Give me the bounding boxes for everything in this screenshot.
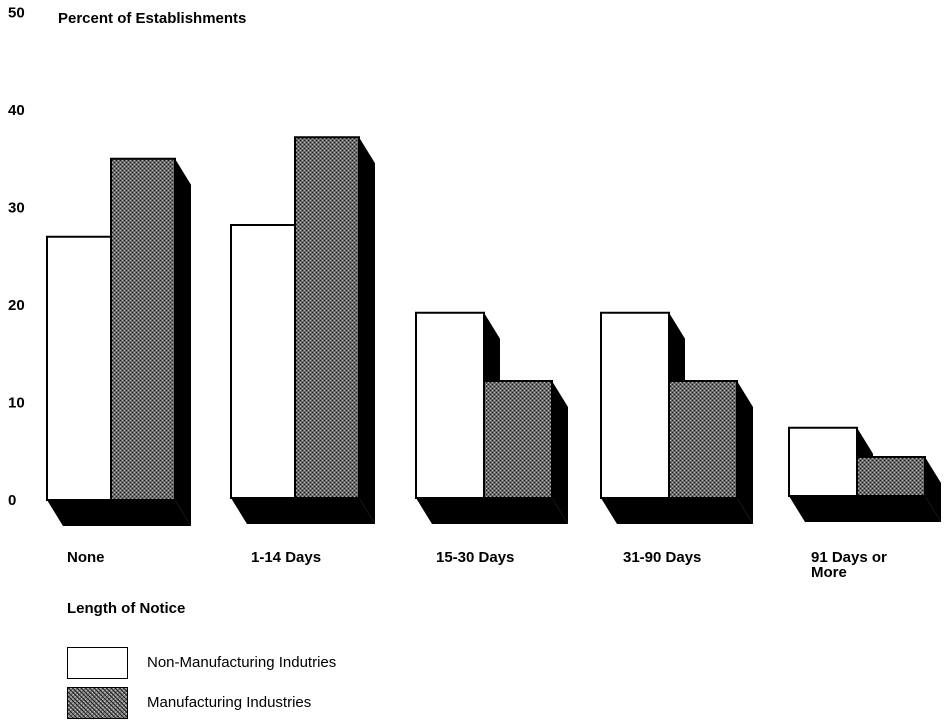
- bar-non-manufacturing: [46, 235, 112, 501]
- x-axis-ticks: None 1-14 Days 15-30 Days 31-90 Days 91 Days…: [67, 549, 887, 581]
- bar-group: [788, 426, 941, 522]
- x-tick-label: 91 Days or More: [811, 549, 887, 581]
- bars: [46, 136, 941, 526]
- bar-manufacturing: [294, 136, 360, 499]
- bar-manufacturing: [110, 157, 176, 501]
- bar-non-manufacturing: [230, 224, 296, 499]
- bar-side: [175, 158, 191, 526]
- bar-non-manufacturing: [600, 311, 670, 499]
- bar-manufacturing: [483, 380, 553, 499]
- y-axis-title: Percent of Establishments: [58, 10, 246, 27]
- x-tick-label: 1-14 Days: [251, 549, 321, 566]
- bar-manufacturing: [668, 380, 738, 499]
- x-axis-title: Length of Notice: [67, 600, 185, 617]
- bar-side: [359, 137, 375, 524]
- y-tick-label: 50: [8, 5, 25, 22]
- legend-label-non-manufacturing: Non-Manufacturing Indutries: [147, 654, 337, 671]
- bar-side: [925, 457, 941, 522]
- x-tick-label: None: [67, 549, 105, 566]
- y-tick-label: 0: [8, 492, 16, 509]
- bar-non-manufacturing: [788, 426, 858, 497]
- legend-label-manufacturing: Manufacturing Industries: [147, 694, 312, 711]
- legend-swatch-manufacturing: [67, 687, 128, 719]
- bar-side: [552, 381, 568, 524]
- bar-group: [230, 136, 375, 524]
- x-tick-label: 15-30 Days: [436, 549, 514, 566]
- y-tick-label: 10: [8, 395, 25, 412]
- legend-swatch-non-manufacturing: [67, 647, 128, 679]
- bar-group: [600, 311, 753, 524]
- bar-group: [415, 311, 568, 524]
- bar-manufacturing: [856, 456, 926, 497]
- y-axis-ticks: 0 10 20 30 40 50: [8, 5, 25, 510]
- y-tick-label: 20: [8, 297, 25, 314]
- bar-group: [46, 157, 191, 526]
- bar-non-manufacturing: [415, 311, 485, 499]
- bar-side: [737, 381, 753, 524]
- y-tick-label: 40: [8, 102, 25, 119]
- y-tick-label: 30: [8, 200, 25, 217]
- x-tick-label: 31-90 Days: [623, 549, 701, 566]
